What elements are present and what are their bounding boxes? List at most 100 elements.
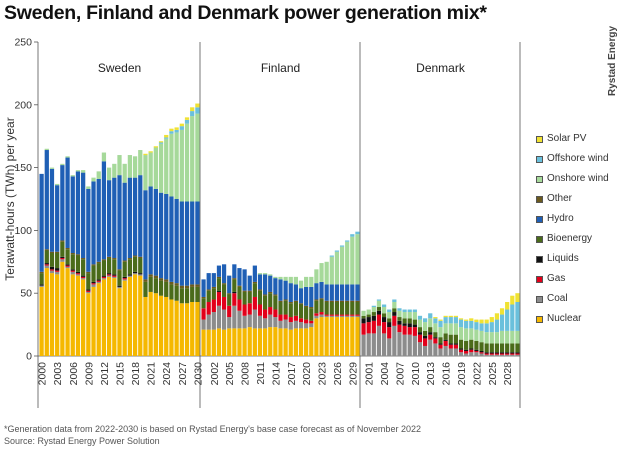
bar-segment-coal (412, 335, 417, 356)
x-tick-label: 2001 (364, 362, 376, 386)
bar-segment-hydro (91, 181, 96, 265)
bar-segment-other (283, 299, 288, 301)
bar-segment-bioenergy (288, 303, 293, 318)
bar-segment-bioenergy (237, 286, 242, 300)
bar-segment-coal (484, 354, 489, 356)
bar-segment-nuclear (211, 329, 216, 356)
bar-segment-gas (237, 299, 242, 311)
bar-segment-gas (464, 350, 469, 354)
bar-segment-gas (417, 334, 423, 343)
bar-segment-bioenergy (412, 319, 417, 325)
x-tick-label: 2002 (209, 362, 221, 386)
bar-segment-onshore-wind (376, 300, 382, 308)
bar-segment-hydro (81, 172, 86, 259)
bar-segment-nuclear (174, 300, 179, 356)
bar-segment-gas (96, 280, 101, 282)
bar-segment-liquids (70, 269, 75, 271)
bar-segment-coal (499, 354, 505, 356)
bar-segment-bioenergy (329, 301, 334, 315)
bar-segment-liquids (366, 317, 371, 323)
bar-segment-liquids (371, 315, 376, 321)
bar-segment-onshore-wind (288, 276, 293, 284)
bar-segment-bioenergy (314, 300, 319, 314)
bar-segment-gas (438, 344, 443, 349)
bar-segment-liquids (122, 276, 127, 279)
bar-segment-onshore-wind (484, 332, 489, 344)
bar-segment-gas (106, 274, 112, 276)
bar-segment-hydro (339, 284, 345, 301)
bar-segment-onshore-wind (91, 177, 96, 182)
y-axis-label: Terawatt-hours (TWh) per year (3, 117, 17, 280)
bar-segment-coal (489, 354, 494, 356)
bar-segment-other (81, 258, 86, 260)
bar-segment-nuclear (350, 317, 355, 356)
legend-label: Gas (547, 273, 566, 284)
bar-segment-onshore-wind (397, 310, 402, 318)
bar-segment-liquids (127, 274, 133, 276)
bar-segment-offshore-wind (438, 320, 443, 328)
bar-segment-coal (70, 271, 75, 275)
bar-segment-nuclear (324, 317, 329, 356)
bar-segment-hydro (132, 177, 138, 256)
bar-segment-nuclear (309, 327, 314, 356)
bar-segment-gas (60, 258, 65, 260)
bar-segment-coal (428, 339, 433, 356)
bar-segment-gas (392, 315, 397, 326)
bar-segment-other (44, 249, 49, 251)
panel-title: Sweden (98, 61, 141, 75)
bar-segment-liquids (448, 343, 453, 345)
bar-segment-offshore-wind (371, 305, 376, 308)
bar-segment-onshore-wind (448, 323, 453, 335)
bar-segment-bioenergy (273, 295, 278, 310)
bar-segment-gas (484, 353, 489, 355)
y-tick-label: 50 (20, 288, 32, 300)
bar-segment-liquids (392, 312, 397, 316)
bar-segment-offshore-wind (453, 317, 458, 324)
bar-segment-bioenergy (39, 273, 44, 285)
bar-segment-gas (355, 314, 360, 316)
bar-segment-gas (350, 314, 355, 316)
legend-swatch (536, 136, 543, 143)
bar-segment-liquids (407, 323, 412, 328)
bar-segment-coal (247, 314, 252, 328)
bar-segment-nuclear (195, 301, 200, 356)
bar-segment-bioenergy (257, 290, 263, 305)
bar-segment-coal (201, 319, 206, 330)
bar-segment-coal (81, 278, 86, 280)
legend-swatch (536, 236, 543, 243)
bar-segment-onshore-wind (112, 163, 117, 178)
bar-segment-liquids (443, 339, 448, 341)
bar-segment-onshore-wind (319, 263, 324, 282)
bar-segment-bioenergy (195, 286, 200, 302)
x-tick-label: 2006 (68, 362, 80, 386)
bar-segment-onshore-wind (387, 312, 392, 319)
bar-segment-coal (263, 318, 268, 329)
bar-segment-coal (453, 348, 458, 356)
bar-segment-gas (44, 264, 49, 266)
bar-segment-bioenergy (309, 308, 314, 321)
bar-segment-bioenergy (96, 263, 101, 280)
bar-segment-bioenergy (127, 259, 133, 275)
bar-segment-bioenergy (211, 288, 216, 300)
bar-segment-nuclear (164, 296, 169, 356)
bar-segment-gas (232, 293, 237, 306)
bar-segment-gas (494, 353, 500, 355)
bar-segment-offshore-wind (412, 309, 417, 313)
bar-segment-other (334, 300, 340, 302)
legend-label: Hydro (547, 213, 574, 224)
bar-segment-nuclear (227, 328, 232, 356)
bar-segment-bioenergy (489, 343, 494, 353)
bar-segment-hydro (350, 284, 355, 301)
bar-segment-offshore-wind (174, 129, 179, 133)
bar-segment-nuclear (96, 283, 101, 356)
bar-segment-liquids (381, 317, 387, 323)
bar-segment-onshore-wind (474, 329, 479, 341)
x-tick-label: 2026 (332, 362, 344, 386)
bar-segment-nuclear (288, 329, 293, 356)
bar-segment-bioenergy (206, 290, 211, 302)
bar-segment-bioenergy (101, 260, 107, 276)
bar-segment-coal (345, 315, 350, 318)
bar-segment-offshore-wind (184, 119, 190, 124)
bar-segment-onshore-wind (345, 241, 350, 285)
footnote: *Generation data from 2022-2030 is based… (4, 424, 421, 434)
